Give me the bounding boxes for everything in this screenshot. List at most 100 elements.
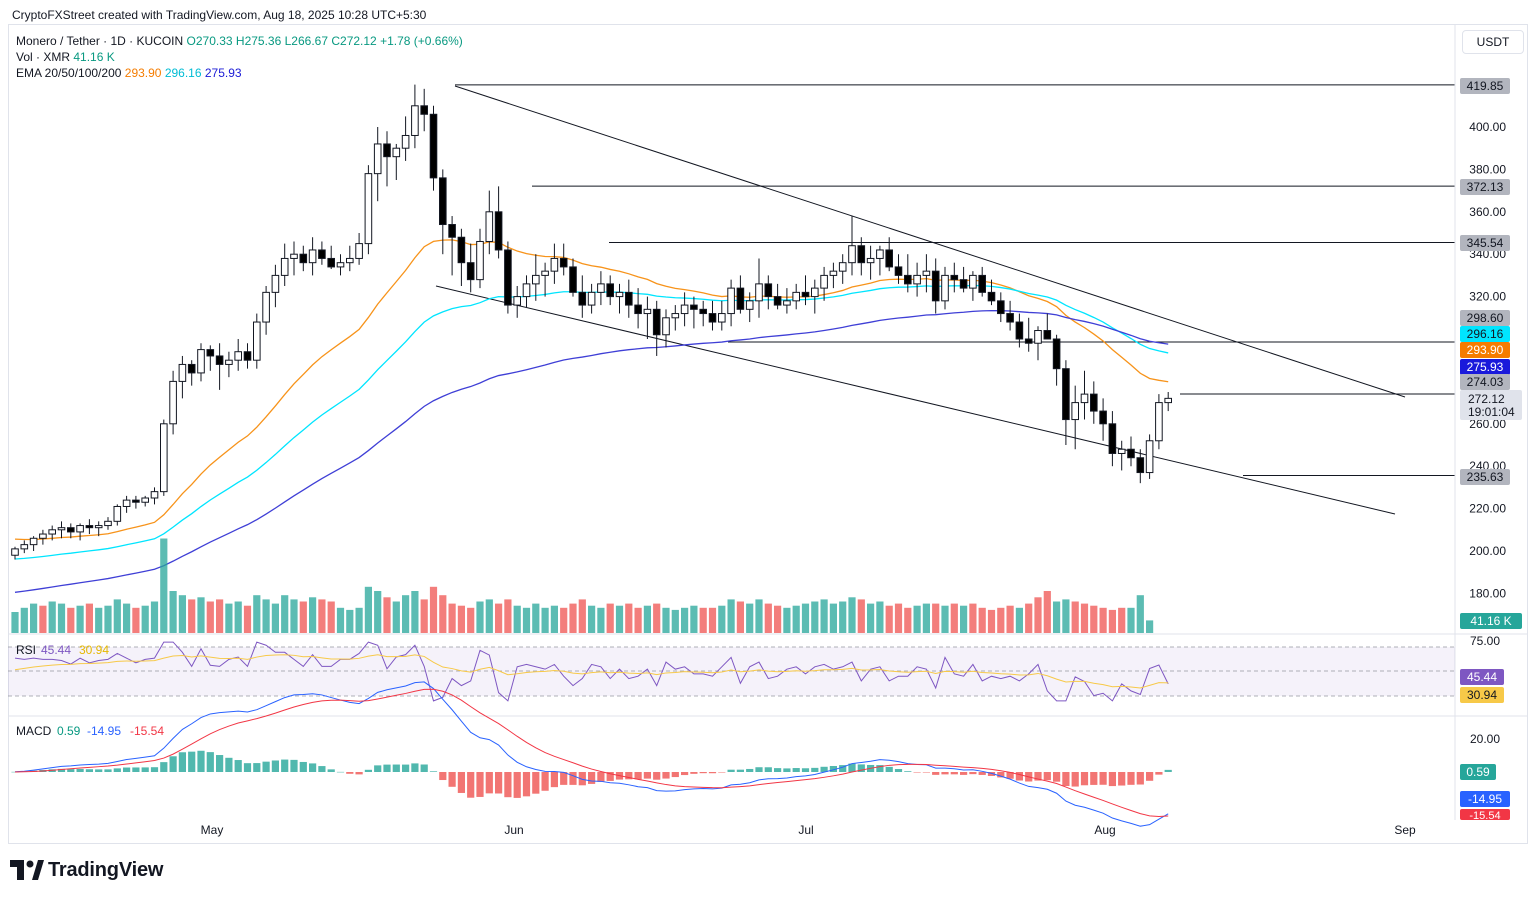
x-tick-label: Jun [504, 823, 523, 837]
candle [643, 296, 652, 339]
vol-value: 41.16 K [73, 50, 115, 64]
candle-body [401, 134, 410, 149]
candle [20, 540, 29, 554]
last-price: 272.12 [1468, 392, 1505, 406]
price-label: 296.16 [1467, 327, 1504, 341]
candle [271, 264, 280, 308]
candle-body [197, 349, 205, 374]
macd-hist-bar [374, 765, 382, 772]
macd-hist-bar [885, 766, 893, 772]
candle [718, 300, 726, 331]
candle-body [1155, 402, 1163, 442]
candle-body [662, 317, 670, 336]
volume-bar [355, 607, 363, 633]
volume-bar [960, 605, 968, 633]
tradingview-logo[interactable]: TradingView [10, 858, 163, 882]
y-tick-label: 320.00 [1469, 290, 1506, 304]
candle [783, 288, 791, 314]
volume-bar [513, 605, 521, 633]
candle-body [39, 533, 47, 539]
candle [708, 300, 717, 331]
candle [392, 143, 401, 180]
currency-button[interactable]: USDT [1462, 30, 1524, 54]
volume-bar [336, 607, 345, 633]
candle [727, 279, 735, 327]
chart-frame[interactable] [8, 24, 1528, 844]
macd-hist-bar [541, 772, 549, 791]
candle-body [336, 262, 345, 268]
volume-bar [894, 603, 903, 633]
candle [569, 258, 577, 297]
candle-body [783, 300, 791, 306]
candle [299, 245, 308, 272]
candle-body [1052, 338, 1061, 370]
candle [532, 254, 540, 301]
volume-bar [615, 605, 624, 633]
volume-bar [801, 603, 810, 633]
macd-hist-bar [839, 765, 847, 772]
macd-axis-signal: -15.54 [1469, 810, 1500, 822]
volume-bar [104, 605, 112, 633]
x-tick-label: Sep [1394, 823, 1416, 837]
candle [355, 233, 363, 265]
candle [606, 275, 615, 306]
volume-bar [420, 599, 428, 633]
candle [922, 254, 931, 293]
volume-bar [857, 599, 865, 633]
x-tick-label: Aug [1094, 823, 1115, 837]
candle [494, 186, 503, 259]
volume-bar [532, 603, 540, 633]
candle [811, 279, 819, 314]
candle [429, 105, 438, 191]
macd-hist-bar [643, 772, 651, 779]
volume-bar [634, 607, 642, 633]
candle [745, 292, 754, 323]
candle [690, 296, 698, 329]
candle [1062, 360, 1070, 445]
candle-body [727, 287, 735, 315]
volume-bar [1136, 595, 1144, 633]
macd-hist-bar [57, 768, 66, 772]
macd-hist-bar [978, 772, 986, 775]
candle [318, 241, 326, 265]
candle-body [569, 266, 577, 293]
candle-body [1136, 457, 1145, 474]
volume-bar [216, 599, 224, 633]
volume-bar [718, 605, 726, 633]
macd-hist-bar [1164, 769, 1172, 772]
candle [1145, 434, 1154, 479]
candle [485, 190, 494, 255]
price-label: 293.90 [1467, 343, 1504, 357]
volume-bars [11, 538, 1154, 633]
candle [85, 519, 94, 535]
candle [178, 355, 187, 399]
candle [1015, 313, 1024, 348]
candle [476, 228, 484, 289]
candle-body [113, 505, 122, 522]
ohlc-open: O270.33 [186, 34, 233, 48]
volume-bar [569, 603, 577, 633]
price-label: 235.63 [1467, 470, 1504, 484]
macd-hist-bar [922, 772, 930, 773]
candle-body [773, 296, 782, 306]
volume-bar [783, 607, 791, 633]
time-axis: May Jun Jul Aug Sep [201, 823, 1416, 837]
macd-hist-bar [1127, 772, 1135, 785]
volume-bar [950, 603, 958, 633]
macd-hist-bar [820, 766, 828, 772]
macd-hist-bar [560, 772, 568, 785]
volume-bar [76, 605, 84, 633]
macd-hist-bar [206, 752, 214, 772]
macd-hist-bar [169, 756, 177, 772]
candle [327, 245, 335, 270]
candle-body [718, 313, 726, 323]
volume-bar [1146, 620, 1154, 633]
candle-body [94, 525, 103, 529]
horizontal-levels [455, 84, 1455, 476]
candle [243, 343, 252, 369]
macd-hist-bar [290, 759, 298, 772]
price-label: 345.54 [1467, 236, 1504, 250]
candle [1155, 394, 1163, 450]
volume-bar [541, 607, 549, 633]
